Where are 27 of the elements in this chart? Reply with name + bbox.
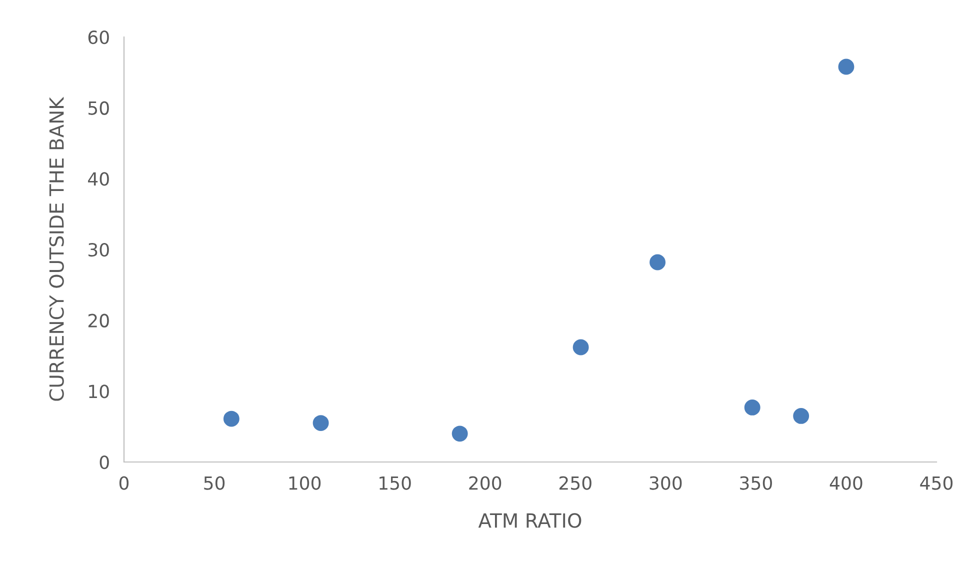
point xyxy=(223,410,240,427)
x-axis-title: ATM RATIO xyxy=(478,513,582,528)
y-tick-label: 50 xyxy=(88,101,109,115)
y-tick-label: 60 xyxy=(88,30,109,44)
y-tick-label: 30 xyxy=(88,242,109,257)
x-tick-label: 450 xyxy=(920,476,953,490)
x-tick-label: 350 xyxy=(740,476,772,490)
x-tick-label: 50 xyxy=(204,476,225,490)
point xyxy=(312,415,329,432)
y-tick-label: 20 xyxy=(88,314,109,328)
y-tick-label: 10 xyxy=(89,384,109,398)
x-tick-label: 250 xyxy=(559,476,592,490)
x-tick-label: 300 xyxy=(650,476,682,490)
y-tick-label: 0 xyxy=(100,455,109,470)
x-tick-label: 0 xyxy=(119,476,129,490)
x-tick-label: 100 xyxy=(289,476,321,490)
x-tick-label: 150 xyxy=(380,476,411,490)
point xyxy=(744,399,760,416)
x-tick-label: 200 xyxy=(469,476,502,490)
point xyxy=(650,254,666,270)
point xyxy=(793,408,810,424)
point xyxy=(838,58,854,75)
y-tick-label: 40 xyxy=(88,172,109,186)
point xyxy=(572,339,589,356)
x-tick-label: 400 xyxy=(830,476,862,490)
y-axis-title: CURRENCY OUTSIDE THE BANK xyxy=(49,96,64,401)
point xyxy=(452,426,468,442)
